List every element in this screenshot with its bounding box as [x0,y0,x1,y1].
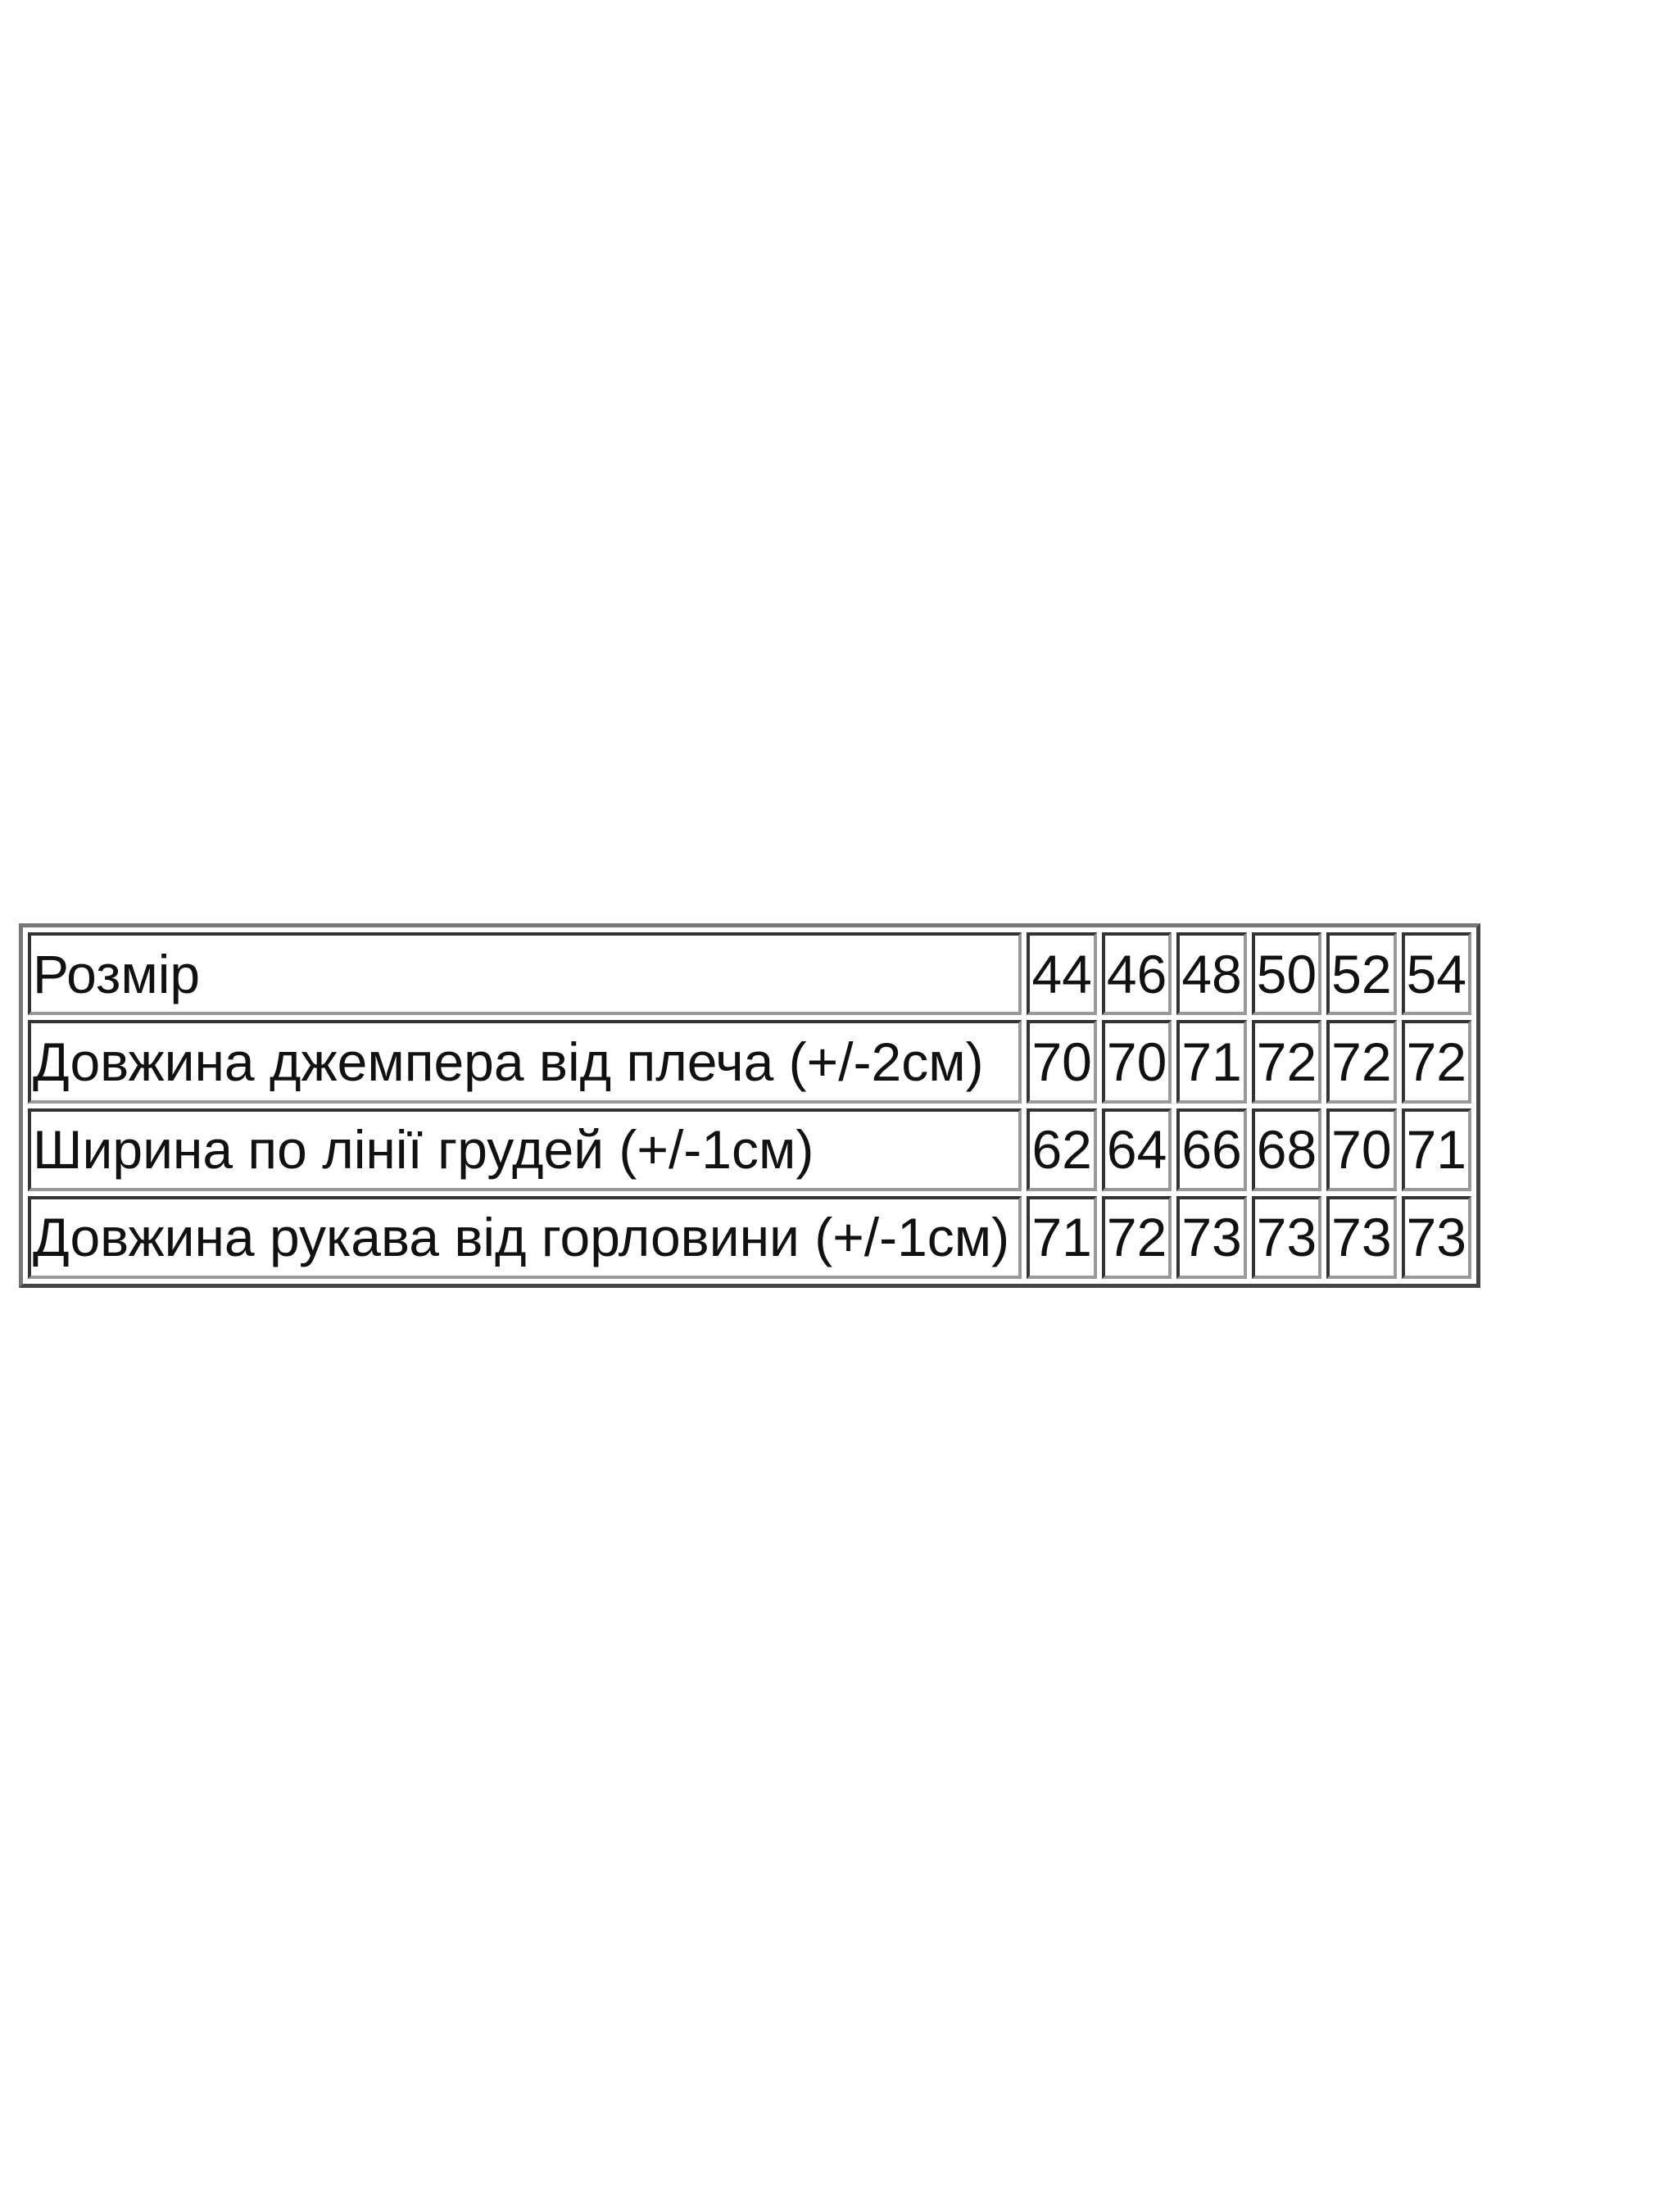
value-cell: 70 [1027,1020,1097,1104]
row-label-cell: Довжина джемпера від плеча (+/-2см) [28,1020,1022,1104]
table-row: Довжина джемпера від плеча (+/-2см) 70 7… [28,1020,1471,1104]
value-cell: 66 [1176,1108,1247,1191]
size-cell: 54 [1401,932,1471,1016]
value-cell: 72 [1401,1020,1471,1104]
header-label-cell: Розмір [28,932,1022,1016]
size-cell: 44 [1027,932,1097,1016]
size-cell: 52 [1326,932,1397,1016]
table-row: Довжина рукава від горловини (+/-1см) 71… [28,1195,1471,1279]
value-cell: 72 [1101,1195,1172,1279]
value-cell: 72 [1251,1020,1322,1104]
row-label-cell: Довжина рукава від горловини (+/-1см) [28,1195,1022,1279]
value-cell: 62 [1027,1108,1097,1191]
value-cell: 72 [1326,1020,1397,1104]
value-cell: 71 [1027,1195,1097,1279]
table-header-row: Розмір 44 46 48 50 52 54 [28,932,1471,1016]
value-cell: 73 [1401,1195,1471,1279]
value-cell: 70 [1326,1108,1397,1191]
value-cell: 70 [1101,1020,1172,1104]
size-chart-table: Розмір 44 46 48 50 52 54 Довжина джемпер… [19,923,1480,1288]
size-cell: 50 [1251,932,1322,1016]
value-cell: 73 [1176,1195,1247,1279]
table-row: Ширина по лінії грудей (+/-1см) 62 64 66… [28,1108,1471,1191]
size-cell: 46 [1101,932,1172,1016]
value-cell: 71 [1176,1020,1247,1104]
value-cell: 73 [1251,1195,1322,1279]
row-label-cell: Ширина по лінії грудей (+/-1см) [28,1108,1022,1191]
size-cell: 48 [1176,932,1247,1016]
value-cell: 73 [1326,1195,1397,1279]
value-cell: 68 [1251,1108,1322,1191]
value-cell: 64 [1101,1108,1172,1191]
value-cell: 71 [1401,1108,1471,1191]
